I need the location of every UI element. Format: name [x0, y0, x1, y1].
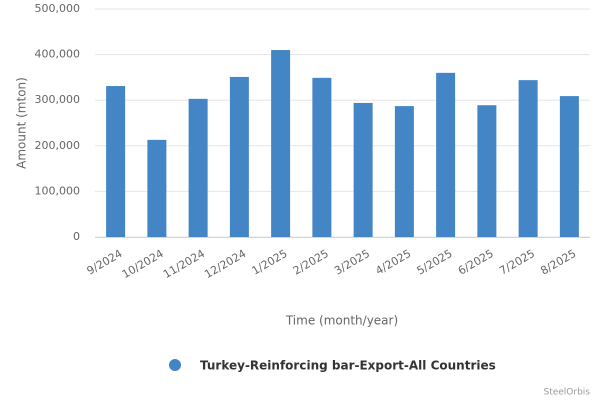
bar — [518, 80, 538, 237]
x-tick-label: 4/2025 — [373, 247, 413, 278]
y-tick-label: 0 — [73, 230, 80, 243]
x-tick-label: 11/2024 — [161, 247, 207, 281]
y-tick-label: 100,000 — [35, 184, 81, 197]
bar — [106, 86, 126, 238]
x-axis-title: Time (month/year) — [285, 314, 398, 328]
legend-marker — [169, 359, 181, 371]
bar — [394, 106, 414, 238]
bar — [147, 139, 167, 237]
x-tick-label: 9/2024 — [85, 247, 125, 278]
y-tick-label: 200,000 — [35, 139, 81, 152]
x-tick-label: 1/2025 — [250, 247, 290, 278]
bar — [559, 96, 579, 237]
y-axis-title: Amount (mton) — [15, 77, 29, 169]
x-tick-label: 3/2025 — [332, 247, 372, 278]
x-tick-label: 2/2025 — [291, 247, 331, 278]
y-tick-label: 400,000 — [35, 48, 81, 61]
bar — [271, 50, 291, 237]
bar — [188, 98, 208, 237]
x-tick-label: 5/2025 — [415, 247, 455, 278]
bar — [353, 102, 373, 237]
y-tick-label: 500,000 — [35, 2, 81, 15]
x-tick-label: 8/2025 — [538, 247, 578, 278]
bar — [312, 77, 332, 237]
bar — [436, 72, 456, 237]
credits: SteelOrbis — [543, 388, 590, 398]
x-tick-label: 10/2024 — [120, 247, 166, 281]
x-tick-label: 7/2025 — [497, 247, 537, 278]
x-tick-label: 6/2025 — [456, 247, 496, 278]
x-tick-label: 12/2024 — [202, 247, 248, 281]
legend-label: Turkey-Reinforcing bar-Export-All Countr… — [200, 359, 496, 373]
bar — [477, 105, 497, 237]
bar — [229, 76, 249, 237]
y-tick-label: 300,000 — [35, 93, 81, 106]
